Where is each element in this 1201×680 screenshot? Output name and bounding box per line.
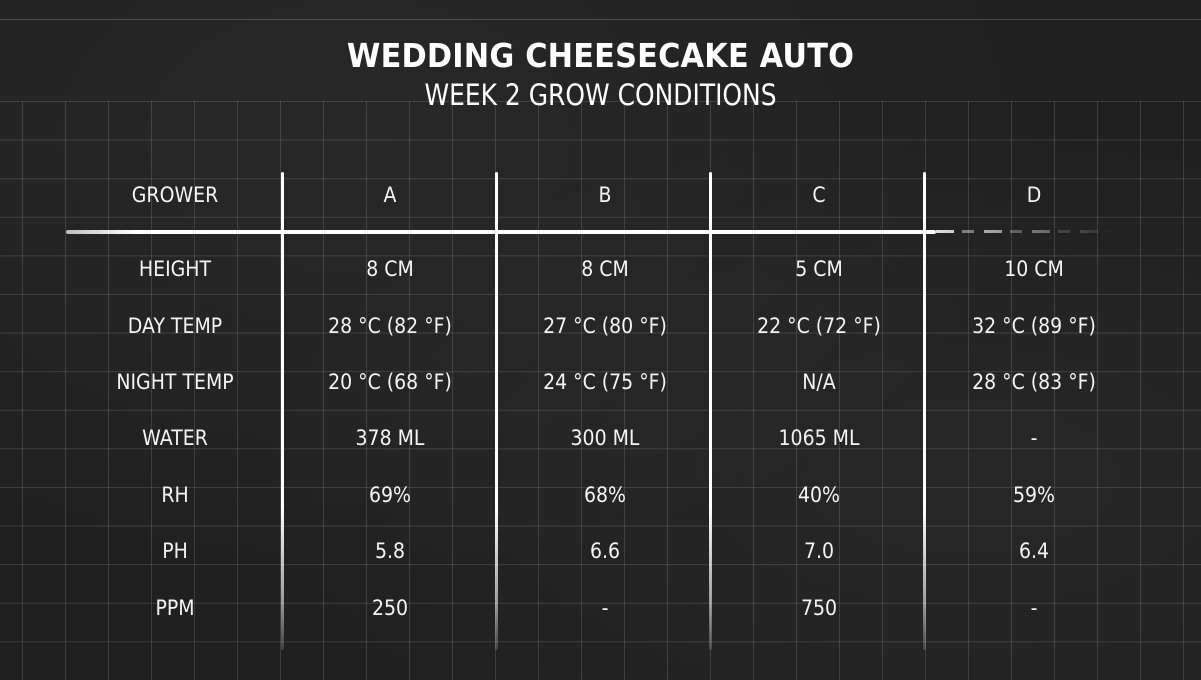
cell-c: 750 — [800, 596, 838, 620]
row-label: PPM — [155, 596, 195, 620]
cell-b: 8 CM — [581, 257, 629, 281]
column-divider — [709, 172, 712, 650]
top-rule — [0, 19, 1201, 20]
column-divider — [281, 172, 284, 650]
cell-b: 24 °C (75 °F) — [543, 370, 667, 394]
column-divider — [495, 172, 498, 650]
cell-c: 22 °C (72 °F) — [757, 314, 881, 338]
cell-a: 250 — [371, 596, 409, 620]
cell-d: 28 °C (83 °F) — [972, 370, 1096, 394]
header-divider-fade — [936, 230, 1116, 233]
row-label: WATER — [142, 426, 208, 450]
header-grower-b: B — [598, 183, 612, 207]
cell-a: 8 CM — [366, 257, 414, 281]
row-label: RH — [161, 483, 189, 507]
cell-d: 32 °C (89 °F) — [972, 314, 1096, 338]
column-divider — [923, 172, 926, 650]
row-label: DAY TEMP — [127, 314, 223, 338]
cell-c: N/A — [802, 370, 836, 394]
row-label: NIGHT TEMP — [116, 370, 234, 394]
header-grower-d: D — [1026, 183, 1042, 207]
page-title: WEDDING CHEESECAKE AUTO — [346, 36, 855, 75]
cell-a: 28 °C (82 °F) — [328, 314, 452, 338]
cell-b: 300 ML — [570, 426, 640, 450]
row-label: HEIGHT — [138, 257, 212, 281]
header-grower-label: GROWER — [131, 183, 219, 207]
cell-c: 1065 ML — [778, 426, 860, 450]
cell-c: 40% — [797, 483, 841, 507]
cell-b: 27 °C (80 °F) — [543, 314, 667, 338]
cell-b: 6.6 — [589, 539, 621, 563]
header-grower-c: C — [812, 183, 826, 207]
cell-b: - — [601, 596, 609, 620]
cell-d: - — [1030, 596, 1038, 620]
page-subtitle: WEEK 2 GROW CONDITIONS — [424, 78, 777, 112]
grid-background — [0, 101, 1201, 680]
cell-d: 6.4 — [1018, 539, 1050, 563]
cell-a: 20 °C (68 °F) — [328, 370, 452, 394]
cell-b: 68% — [583, 483, 627, 507]
cell-a: 5.8 — [374, 539, 406, 563]
cell-a: 378 ML — [355, 426, 425, 450]
cell-d: 59% — [1012, 483, 1056, 507]
cell-a: 69% — [368, 483, 412, 507]
header-grower-a: A — [383, 183, 397, 207]
title-block: WEDDING CHEESECAKE AUTO WEEK 2 GROW COND… — [0, 34, 1201, 112]
row-label: PH — [162, 539, 188, 563]
header-divider — [66, 230, 936, 234]
cell-d: - — [1030, 426, 1038, 450]
cell-c: 7.0 — [803, 539, 835, 563]
cell-d: 10 CM — [1004, 257, 1064, 281]
cell-c: 5 CM — [795, 257, 843, 281]
